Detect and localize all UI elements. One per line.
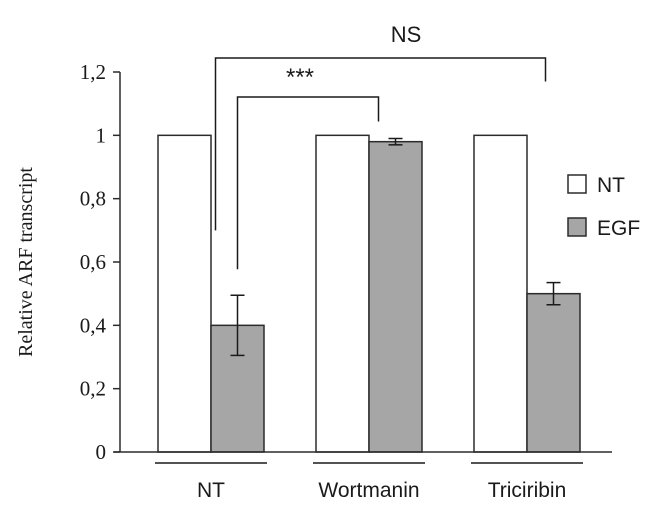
significance-brackets: *** NS [214,22,547,270]
y-tick-label: 0 [96,440,107,464]
x-category-label: Triciribin [488,479,567,502]
x-axis-categories: NT Wortmanin Triciribin [155,462,583,502]
y-tick-label: 0,6 [80,250,106,274]
y-tick-label: 0,4 [80,313,107,337]
legend-swatch-nt [567,174,587,194]
y-axis-label: Relative ARF transcript [15,167,37,357]
x-category-label: Wortmanin [318,479,419,502]
y-axis-ticks: 0 0,2 0,4 0,6 0,8 1 1,2 [80,60,120,464]
bar-nt-triciribin [473,134,528,453]
error-bars [230,137,561,357]
y-tick-label: 1,2 [80,60,106,84]
bar-egf-wortmanin [368,140,423,453]
significance-label: *** [286,64,314,91]
y-tick-label: 0,2 [80,377,106,401]
legend-label-nt: NT [597,174,625,197]
bar-nt-wortmanin [315,134,370,453]
bar-egf-triciribin [526,292,581,453]
legend: NT EGF [567,174,640,240]
significance-bracket [214,57,547,231]
legend-label-egf: EGF [597,217,640,240]
x-category-label: NT [197,479,225,502]
y-tick-label: 1 [96,123,107,147]
y-tick-label: 0,8 [80,187,106,211]
bars [157,134,581,453]
legend-swatch-egf [567,217,587,237]
significance-label: NS [391,22,422,47]
bar-nt-nt [157,134,212,453]
significance-bracket [236,96,380,270]
